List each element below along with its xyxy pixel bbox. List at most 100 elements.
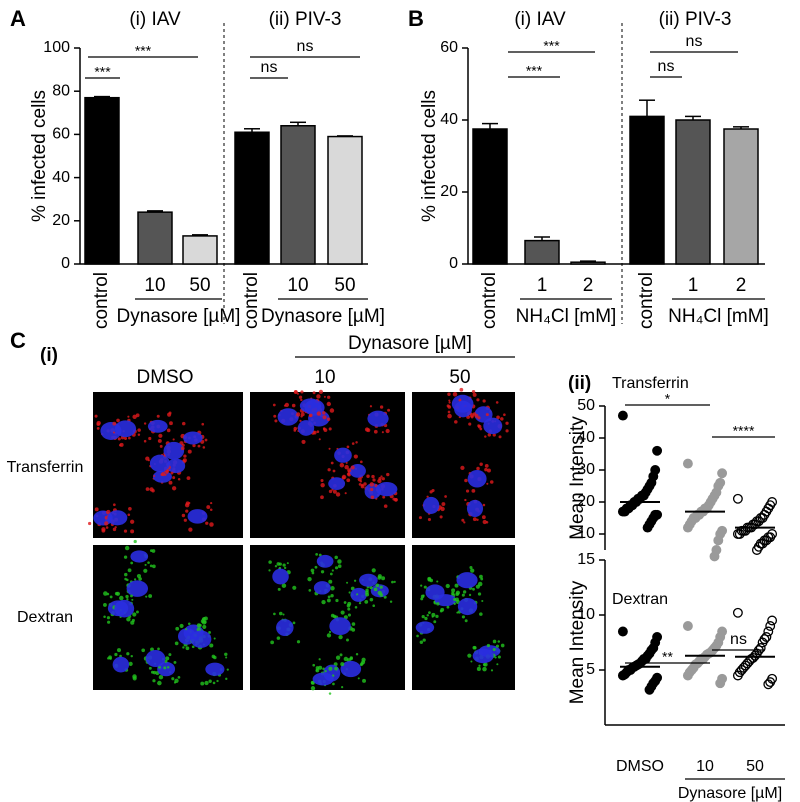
stain — [281, 583, 287, 588]
significance-label: *** — [543, 38, 560, 54]
stain — [202, 624, 207, 629]
stain — [486, 643, 491, 648]
stain — [327, 395, 331, 399]
stain — [320, 495, 324, 500]
stain — [175, 626, 180, 631]
group-title: (i) IAV — [514, 9, 566, 30]
stain — [379, 405, 384, 409]
stain — [351, 628, 356, 632]
stain — [482, 666, 487, 672]
stain — [106, 592, 110, 596]
stain — [322, 415, 327, 420]
stain — [468, 593, 472, 597]
stain — [348, 591, 351, 594]
stain — [106, 616, 111, 620]
stain — [169, 421, 173, 426]
stain — [274, 565, 278, 568]
stain — [160, 473, 164, 476]
stain — [273, 612, 276, 616]
stain — [381, 576, 386, 581]
stain — [188, 527, 193, 532]
x-tick-label: control — [241, 272, 262, 329]
stain — [349, 656, 353, 660]
stain — [366, 428, 371, 433]
y-axis-label: % infected cells — [419, 90, 440, 222]
stain — [439, 515, 443, 519]
stain — [451, 588, 456, 593]
bar — [570, 261, 606, 265]
stain — [385, 428, 390, 434]
significance-label: ns — [730, 631, 747, 648]
stain — [145, 487, 150, 491]
stain — [356, 593, 359, 596]
stain — [351, 622, 356, 626]
stain — [126, 617, 131, 622]
y-tick-label: 0 — [449, 255, 458, 272]
stain — [479, 462, 483, 466]
stain — [171, 677, 175, 681]
nucleus — [334, 447, 352, 463]
stain — [393, 580, 396, 584]
stain — [373, 429, 378, 434]
stain — [338, 634, 343, 640]
data-point — [732, 607, 743, 618]
nucleus — [466, 499, 484, 518]
stain — [500, 417, 504, 421]
stain — [200, 681, 205, 686]
stain — [454, 583, 459, 588]
stain — [123, 529, 128, 533]
stain — [489, 480, 494, 484]
stain — [346, 638, 349, 642]
stain — [124, 577, 127, 581]
data-point — [713, 535, 724, 546]
stain — [316, 394, 321, 399]
stain — [202, 446, 206, 449]
nucleus — [329, 617, 351, 636]
stain — [484, 467, 488, 472]
stain — [447, 413, 452, 419]
stain — [148, 666, 152, 670]
stain — [492, 639, 497, 644]
stain — [386, 472, 390, 477]
y-tick-label: 0 — [61, 255, 70, 272]
stain — [436, 602, 440, 606]
data-point — [763, 679, 774, 690]
stain — [331, 569, 334, 572]
stain — [197, 444, 201, 448]
stain — [225, 656, 228, 659]
panel-label: A — [10, 6, 26, 31]
stain — [185, 501, 190, 506]
stain — [114, 591, 119, 596]
data-point — [715, 678, 726, 689]
stain — [183, 454, 187, 458]
nucleus — [472, 648, 494, 664]
x-tick-label: 2 — [736, 275, 747, 296]
stain — [427, 577, 432, 582]
stain — [108, 655, 112, 660]
x-tick-label: 10 — [287, 275, 308, 296]
significance-label: * — [665, 391, 671, 407]
nucleus — [145, 649, 166, 668]
stain — [151, 489, 155, 493]
stain — [112, 431, 116, 434]
data-point — [682, 522, 693, 533]
column-label: 50 — [449, 367, 470, 388]
stain — [378, 477, 382, 481]
data-point — [765, 677, 776, 688]
stain — [295, 412, 301, 417]
stain — [346, 478, 351, 483]
nucleus — [422, 496, 440, 514]
stain — [308, 589, 312, 592]
stain — [318, 389, 324, 394]
stain — [182, 458, 187, 463]
stain — [423, 585, 427, 589]
stain — [492, 648, 496, 652]
nucleus — [316, 554, 334, 568]
stain — [343, 656, 349, 662]
stain — [476, 518, 479, 521]
stain — [268, 560, 272, 564]
stain — [149, 564, 153, 568]
stain — [455, 592, 460, 596]
stain — [458, 398, 462, 402]
